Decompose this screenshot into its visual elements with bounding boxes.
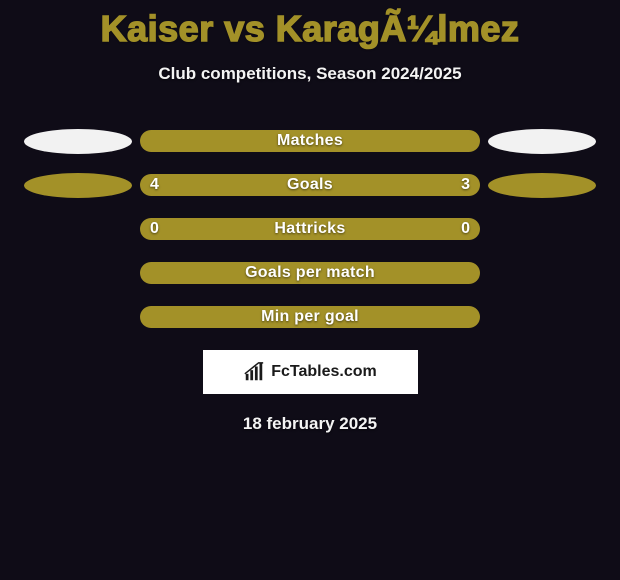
side-ellipse [24,173,132,198]
stats-container: Matches Goals 4 3 Hattricks 0 0 Goals per match… [0,130,620,328]
brand-text: FcTables.com [271,363,377,381]
stat-value-left: 0 [150,220,159,238]
content-root: Kaiser vs KaragÃ¼lmez Club competitions,… [0,0,620,580]
date-text: 18 february 2025 [243,414,377,434]
brand-badge: FcTables.com [203,350,418,394]
stat-label: Goals per match [245,264,375,282]
stat-label: Min per goal [261,308,359,326]
stat-label: Goals [287,176,333,194]
stat-row: Min per goal [140,306,480,328]
stat-value-left: 4 [150,176,159,194]
side-ellipse [488,173,596,198]
stat-value-right: 3 [461,176,470,194]
stat-label: Hattricks [274,220,345,238]
page-title: Kaiser vs KaragÃ¼lmez [101,8,520,50]
side-ellipse [488,129,596,154]
subtitle: Club competitions, Season 2024/2025 [158,64,461,84]
stat-row: Goals per match [140,262,480,284]
stat-row: Matches [140,130,480,152]
stat-label: Matches [277,132,343,150]
chart-icon [243,361,265,383]
stat-value-right: 0 [461,220,470,238]
stat-row: Goals 4 3 [140,174,480,196]
stat-row: Hattricks 0 0 [140,218,480,240]
side-ellipse [24,129,132,154]
